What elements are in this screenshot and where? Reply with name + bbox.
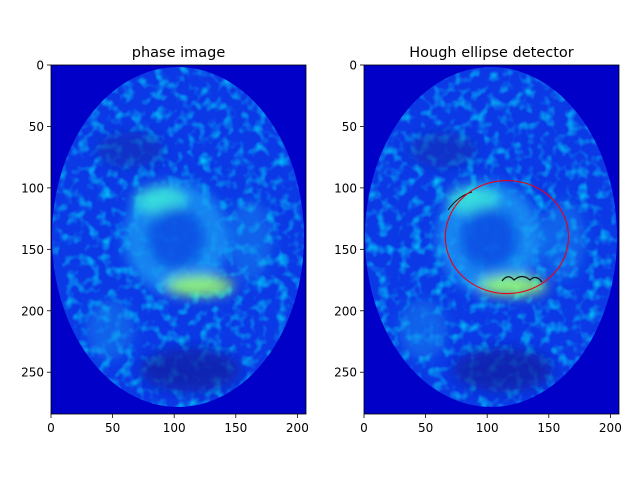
x-tick-label: 150 [224, 421, 247, 435]
y-tick-label: 50 [342, 120, 357, 134]
y-tick-label: 0 [349, 59, 357, 73]
axis-ticks: 0 50 100 150 200 0 50 100 150 200 250 [21, 59, 309, 436]
y-tick-label: 250 [21, 366, 44, 380]
edge-contour [447, 191, 473, 211]
axis-ticks: 0 50 100 150 200 0 50 100 150 200 250 [334, 59, 622, 436]
x-tick-label: 0 [47, 421, 55, 435]
y-tick-label: 150 [334, 243, 357, 257]
panel-title: phase image [132, 45, 226, 61]
y-tick-label: 0 [36, 59, 44, 73]
panel-phase-image: phase image 0 50 100 150 200 0 50 100 150 200 250 [21, 45, 309, 435]
axes-frame [363, 64, 620, 415]
y-tick-label: 200 [21, 304, 44, 318]
y-tick-label: 100 [21, 181, 44, 195]
y-tick-label: 200 [334, 304, 357, 318]
x-tick-label: 100 [476, 421, 499, 435]
y-tick-label: 250 [334, 366, 357, 380]
x-tick-label: 0 [360, 421, 368, 435]
panel-hough-ellipse: Hough ellipse detector 0 50 100 150 200 0 50 10… [334, 45, 622, 435]
x-tick-label: 150 [537, 421, 560, 435]
y-tick-label: 50 [29, 120, 44, 134]
y-tick-label: 100 [334, 181, 357, 195]
x-tick-label: 50 [418, 421, 433, 435]
detected-ellipse [444, 179, 570, 295]
x-tick-label: 200 [599, 421, 622, 435]
phase-image [364, 65, 619, 414]
x-tick-label: 100 [163, 421, 186, 435]
x-tick-label: 200 [286, 421, 309, 435]
x-tick-label: 50 [105, 421, 120, 435]
phase-image [51, 65, 306, 414]
axes-frame [50, 64, 307, 415]
y-tick-label: 150 [21, 243, 44, 257]
panel-title: Hough ellipse detector [409, 45, 574, 61]
edge-contour [501, 275, 543, 283]
